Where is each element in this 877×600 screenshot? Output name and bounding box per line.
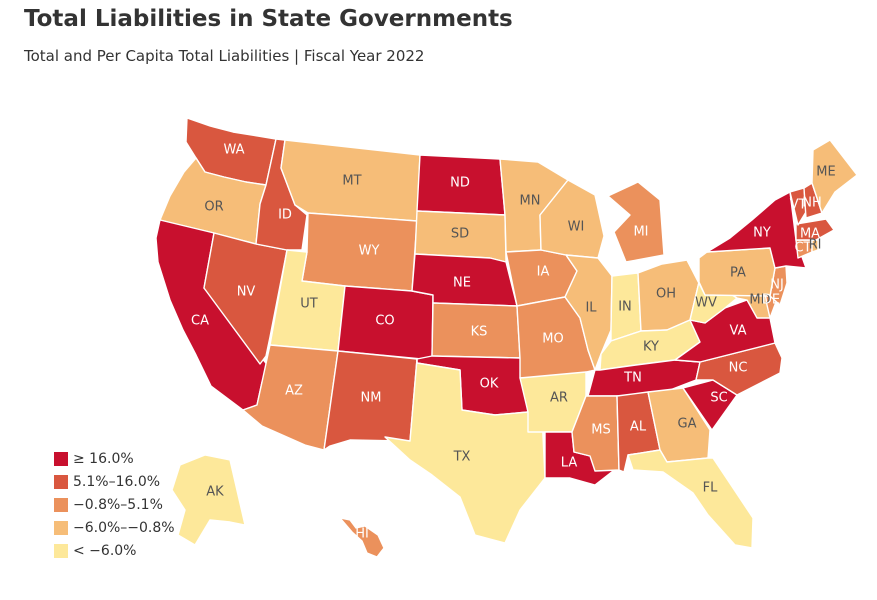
page-title: Total Liabilities in State Governments — [24, 6, 513, 32]
state-me[interactable] — [811, 139, 858, 214]
state-label-de: DE — [762, 293, 780, 308]
state-label-mo: MO — [542, 332, 563, 347]
state-label-ma: MA — [800, 227, 820, 242]
state-label-md: MD — [749, 293, 770, 308]
legend-swatch — [54, 520, 68, 535]
state-label-nm: NM — [361, 391, 382, 406]
state-label-az: AZ — [285, 384, 303, 399]
state-label-tx: TX — [453, 450, 471, 465]
state-label-pa: PA — [730, 266, 746, 281]
state-label-nd: ND — [450, 176, 470, 191]
state-ma[interactable] — [795, 218, 835, 241]
state-label-nv: NV — [237, 285, 256, 300]
legend-item: 5.1%–16.0% — [54, 470, 175, 493]
legend-swatch — [54, 451, 68, 466]
state-label-nh: NH — [802, 196, 822, 211]
state-label-ak: AK — [206, 485, 224, 500]
legend-swatch — [54, 497, 68, 512]
legend-label: 5.1%–16.0% — [73, 473, 161, 490]
legend-swatch — [54, 543, 68, 558]
legend-swatch — [54, 474, 68, 489]
state-label-sd: SD — [451, 227, 469, 242]
state-label-fl: FL — [703, 481, 718, 496]
state-ak[interactable] — [171, 454, 246, 546]
state-label-wi: WI — [568, 220, 585, 235]
state-label-ar: AR — [550, 391, 568, 406]
state-label-ct: CT — [794, 241, 811, 256]
state-label-co: CO — [375, 314, 394, 329]
legend-item: < −6.0% — [54, 539, 175, 562]
state-label-va: VA — [730, 324, 747, 339]
legend-item: −6.0%–−0.8% — [54, 516, 175, 539]
state-label-wv: WV — [695, 296, 717, 311]
state-label-ga: GA — [678, 417, 697, 432]
state-label-sc: SC — [710, 391, 727, 406]
state-label-nj: NJ — [770, 278, 784, 293]
state-label-ks: KS — [471, 325, 488, 340]
state-label-mt: MT — [342, 174, 361, 189]
state-label-tn: TN — [623, 371, 642, 386]
state-label-il: IL — [585, 301, 597, 316]
state-label-vt: VT — [790, 198, 807, 213]
state-tx[interactable] — [384, 358, 546, 544]
state-label-hi: HI — [355, 527, 369, 542]
state-mi[interactable] — [607, 181, 665, 263]
state-fl[interactable] — [627, 449, 754, 549]
state-label-oh: OH — [656, 287, 676, 302]
state-label-nc: NC — [729, 361, 748, 376]
state-label-ca: CA — [191, 314, 209, 329]
page-subtitle: Total and Per Capita Total Liabilities |… — [24, 47, 425, 65]
legend: ≥ 16.0% 5.1%–16.0% −0.8%–5.1% −6.0%–−0.8… — [54, 447, 175, 562]
state-label-me: ME — [816, 165, 835, 180]
state-label-ms: MS — [591, 423, 610, 438]
state-label-or: OR — [204, 200, 223, 215]
state-label-ok: OK — [480, 377, 499, 392]
state-label-ri: RI — [809, 238, 822, 253]
legend-item: ≥ 16.0% — [54, 447, 175, 470]
state-label-wy: WY — [359, 244, 380, 259]
state-label-in: IN — [618, 300, 632, 315]
state-hi[interactable] — [339, 517, 385, 558]
legend-label: ≥ 16.0% — [73, 450, 134, 467]
state-label-ny: NY — [753, 226, 771, 241]
state-label-ky: KY — [643, 340, 659, 355]
state-label-al: AL — [630, 420, 647, 435]
state-label-la: LA — [561, 456, 578, 471]
state-wi[interactable] — [539, 179, 605, 259]
state-label-mn: MN — [520, 194, 541, 209]
state-label-ia: IA — [537, 265, 550, 280]
state-label-mi: MI — [633, 225, 648, 240]
state-label-ne: NE — [453, 276, 471, 291]
legend-item: −0.8%–5.1% — [54, 493, 175, 516]
legend-label: −0.8%–5.1% — [73, 496, 163, 513]
legend-label: < −6.0% — [73, 542, 137, 559]
state-label-wa: WA — [223, 143, 244, 158]
legend-label: −6.0%–−0.8% — [73, 519, 175, 536]
state-label-ut: UT — [300, 297, 318, 312]
state-label-id: ID — [278, 208, 292, 223]
